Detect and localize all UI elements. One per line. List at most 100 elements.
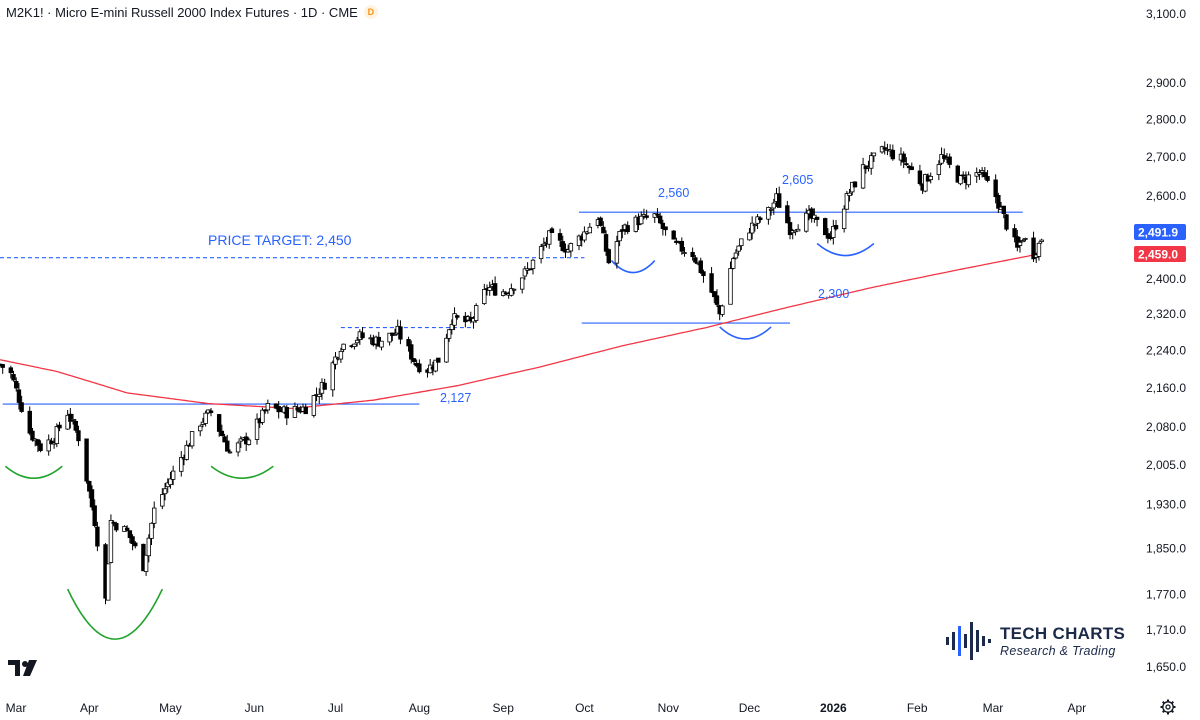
symbol-title[interactable]: M2K1! · Micro E-mini Russell 2000 Index … (6, 4, 358, 20)
candle-body (852, 181, 858, 188)
candle-body (993, 179, 998, 198)
candle-body (238, 438, 243, 442)
candle-body (831, 226, 836, 238)
candle-body (928, 175, 933, 181)
candle-body (208, 410, 214, 413)
candle-body (942, 155, 947, 159)
x-tick-label: Jul (328, 701, 343, 715)
level-2605-label: 2,605 (782, 173, 813, 187)
candle-body (360, 332, 365, 339)
candle-body (227, 451, 233, 454)
candle-body (254, 418, 260, 440)
candle-body (712, 291, 717, 298)
candle-body (27, 410, 32, 434)
pattern-arcs (4, 242, 875, 640)
candle-body (1001, 205, 1006, 214)
candle-body (106, 563, 111, 601)
candle-body (409, 344, 414, 360)
candle-body (11, 374, 16, 381)
candle-body (682, 252, 687, 254)
y-tick-label: 2,400.0 (1146, 272, 1186, 286)
candle-body (530, 259, 536, 270)
candle-body (1036, 242, 1042, 257)
candle-body (663, 226, 668, 231)
candle-body (70, 419, 76, 421)
candle-body (436, 357, 441, 363)
last-price-badge-bg (1134, 224, 1186, 240)
candle-body (814, 216, 820, 220)
candle-body (30, 430, 35, 441)
y-tick-label: 2,160.0 (1146, 381, 1186, 395)
candle-body (114, 522, 119, 531)
candle-body (598, 217, 603, 226)
brand-subtitle: Research & Trading (1000, 643, 1116, 658)
candle-body (49, 440, 54, 445)
y-axis[interactable]: 3,100.0 2,900.0 2,800.0 2,700.0 2,600.0 2,400… (1146, 7, 1186, 674)
candle-body (284, 407, 289, 419)
candle-body (519, 277, 525, 290)
candle-body (54, 426, 60, 444)
pattern-arc (816, 242, 875, 257)
pattern-arc (719, 326, 772, 340)
candle-body (38, 443, 43, 451)
candle-body (108, 520, 114, 563)
candle-body (996, 195, 1001, 209)
candle-body (847, 192, 852, 196)
candle-body (170, 470, 176, 480)
x-tick-label: Apr (80, 701, 99, 715)
candle-body (168, 478, 173, 486)
candle-body (8, 367, 14, 374)
candle-body (295, 407, 300, 411)
candle-body (84, 438, 89, 482)
y-tick-label: 2,600.0 (1146, 189, 1186, 203)
candle-body (985, 176, 990, 181)
candle-body (538, 246, 544, 260)
candle-body (73, 420, 78, 431)
candle-body (549, 228, 555, 233)
candle-body (184, 444, 189, 460)
candle-body (379, 340, 384, 348)
candle-body (149, 522, 154, 539)
candle-body (639, 215, 644, 225)
y-tick-label: 3,100.0 (1146, 7, 1186, 21)
candle-body (1031, 237, 1036, 260)
x-axis[interactable]: Mar Apr May Jun Jul Aug Sep Oct Nov Dec 2026 Feb Mar… (6, 701, 1087, 715)
x-tick-label: Apr (1067, 701, 1086, 715)
x-tick-label: Oct (575, 701, 594, 715)
candle-body (728, 268, 733, 305)
candle-body (528, 268, 533, 271)
candle-body (890, 149, 896, 160)
y-tick-label: 2,320.0 (1146, 307, 1186, 321)
candle-body (492, 283, 498, 296)
candle-body (511, 288, 517, 291)
candle-body (755, 216, 760, 224)
candle-body (958, 175, 963, 185)
gear-icon[interactable] (1160, 699, 1176, 715)
candle-body (841, 208, 847, 229)
candle-body (860, 164, 866, 189)
candle-body (660, 222, 666, 230)
candle-body (795, 228, 801, 232)
candle-body (265, 403, 271, 411)
x-tick-label: Mar (6, 701, 27, 715)
candle-body (1017, 241, 1023, 246)
candle-body (417, 363, 422, 373)
tradingview-logo-icon[interactable] (8, 660, 38, 678)
candle-body (576, 235, 582, 247)
candle-body (731, 258, 736, 269)
candle-body (679, 240, 685, 252)
candle-body (311, 395, 317, 416)
candle-body (749, 222, 755, 234)
candle-body (804, 212, 809, 232)
candle-body (541, 243, 547, 246)
candle-body (411, 358, 417, 363)
x-tick-label: Dec (739, 701, 760, 715)
candle-body (752, 224, 758, 227)
candle-body (406, 339, 411, 347)
y-tick-label: 1,850.0 (1146, 542, 1186, 556)
candle-body (235, 442, 241, 453)
candle-body (671, 230, 676, 240)
delayed-data-badge[interactable]: D (363, 5, 378, 19)
